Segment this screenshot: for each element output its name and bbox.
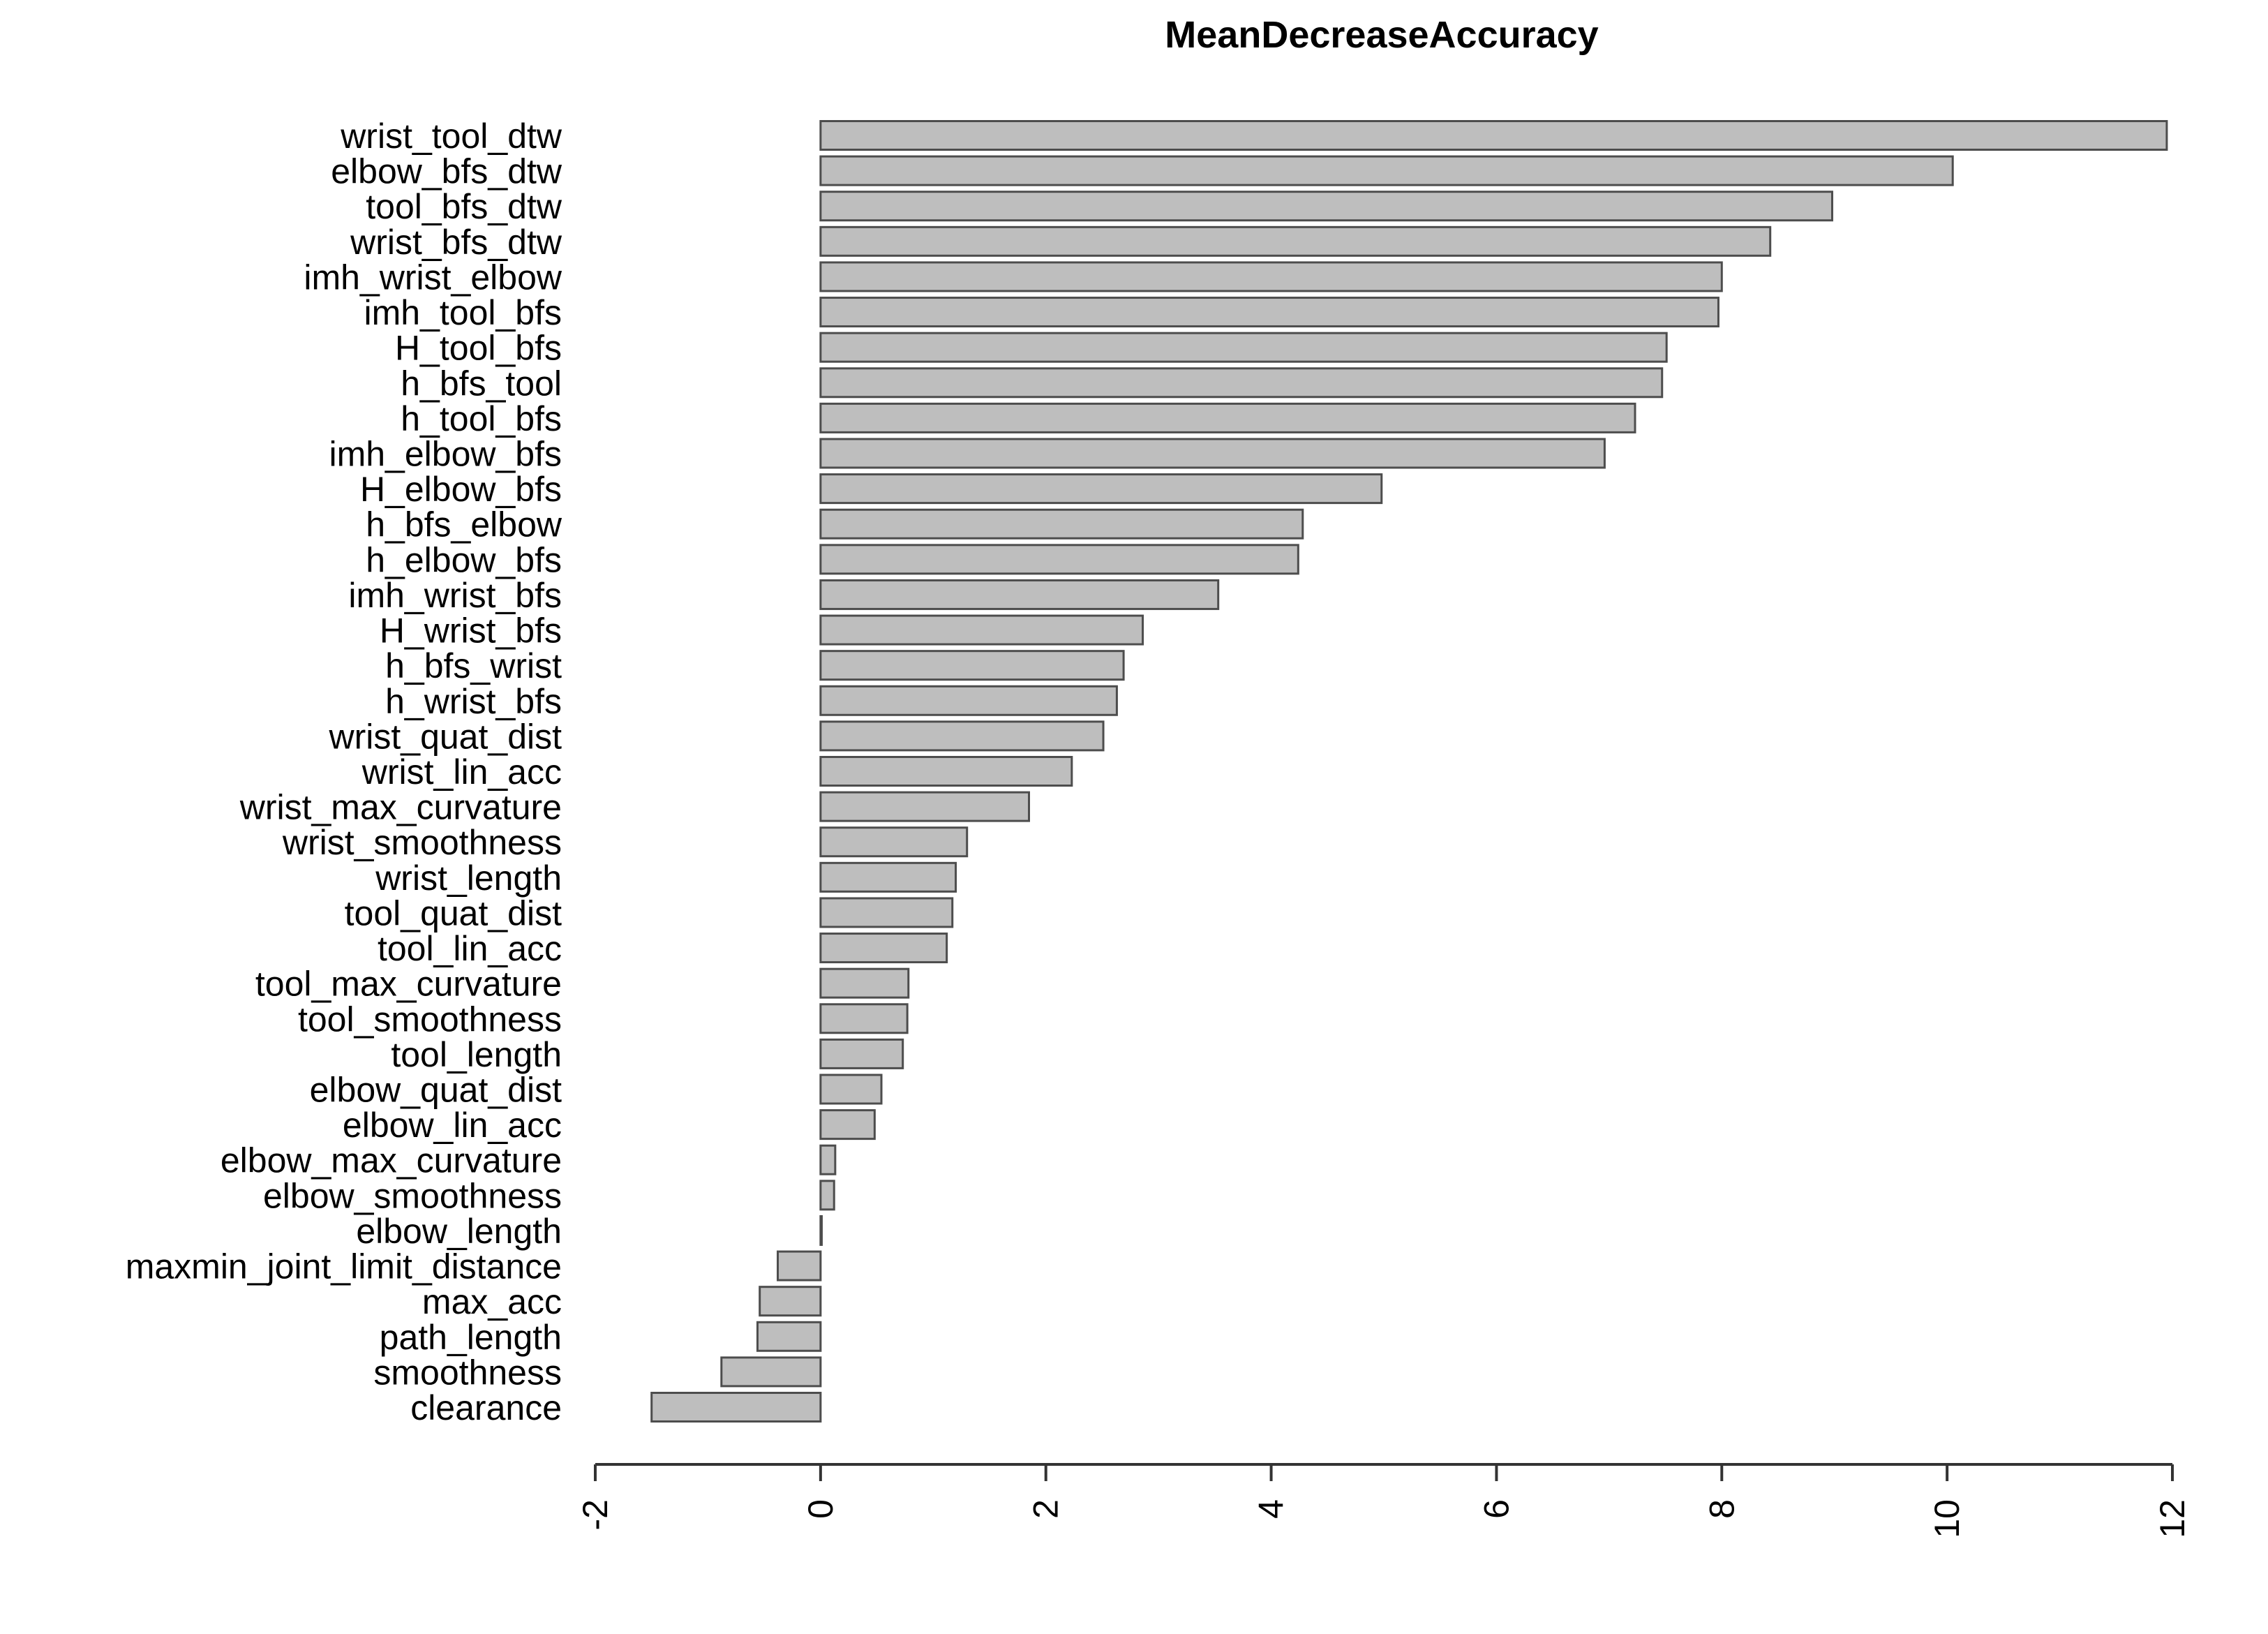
x-tick-label: -2 [576,1499,615,1530]
bar [819,297,1719,328]
category-label: elbow_lin_acc [343,1106,562,1145]
category-label: h_tool_bfs [401,399,562,438]
bar [819,933,948,964]
x-tick-label: 4 [1252,1499,1291,1519]
chart-title: MeanDecreaseAccuracy [1165,14,1598,56]
bar [777,1250,822,1282]
bar [819,191,1833,222]
category-label: wrist_tool_dtw [340,117,562,156]
bar [819,367,1664,399]
bar [819,1144,837,1175]
bar [819,261,1723,292]
category-label: path_length [380,1318,562,1357]
bars-layer [650,120,2168,1423]
bar [819,1074,883,1105]
category-label: wrist_quat_dist [329,717,562,756]
x-tick-label: 12 [2153,1499,2192,1538]
bar [819,155,1954,186]
bar [819,1038,904,1069]
category-label: elbow_quat_dist [310,1071,562,1110]
x-tick-label: 8 [1702,1499,1741,1519]
category-label: wrist_length [375,859,562,898]
bar [819,120,2168,151]
category-label: h_bfs_wrist [385,646,562,685]
category-label: clearance [410,1388,562,1427]
category-label: wrist_max_curvature [239,788,562,827]
bar [819,225,1772,257]
bar [756,1321,822,1352]
category-label: imh_wrist_bfs [348,576,562,615]
category-label: imh_elbow_bfs [329,435,562,474]
category-label: elbow_smoothness [263,1176,562,1215]
bar [819,1109,876,1141]
bar [819,473,1383,505]
category-label: H_tool_bfs [395,329,562,368]
category-label: smoothness [373,1353,562,1392]
bar [819,544,1299,575]
category-label: tool_max_curvature [255,965,562,1004]
x-tick-label: 0 [801,1499,840,1519]
bar [819,1215,823,1246]
category-label: tool_quat_dist [345,893,562,933]
category-label: H_elbow_bfs [360,470,562,509]
bar [819,685,1118,716]
category-labels: wrist_tool_dtwelbow_bfs_dtwtool_bfs_dtww… [126,117,562,1427]
category-label: max_acc [422,1282,562,1321]
bar [819,332,1668,363]
category-label: h_wrist_bfs [385,682,562,721]
bar [819,967,910,999]
category-label: imh_tool_bfs [364,293,562,332]
x-tick-label: 2 [1027,1499,1066,1519]
category-label: h_elbow_bfs [366,540,562,579]
category-label: wrist_lin_acc [361,752,562,792]
category-label: elbow_max_curvature [221,1141,562,1180]
x-axis: -2 0 2 4 6 8 10 12 [576,1463,2192,1538]
bar [819,826,969,858]
category-label: tool_length [391,1035,562,1074]
category-label: wrist_smoothness [282,823,562,862]
bar [819,897,954,928]
category-label: wrist_bfs_dtw [350,223,562,262]
category-label: tool_lin_acc [378,929,562,968]
x-tick-label: 6 [1477,1499,1516,1519]
category-label: h_bfs_tool [401,364,562,403]
x-tick-label: 10 [1927,1499,1967,1538]
category-label: h_bfs_elbow [366,505,562,544]
bar [819,861,957,893]
bar [819,791,1031,822]
bar [819,720,1105,752]
bar [819,756,1073,787]
bar [819,508,1304,540]
bar [650,1392,822,1423]
category-label: imh_wrist_elbow [304,258,562,297]
bar [819,614,1144,646]
category-label: tool_smoothness [298,1000,562,1039]
category-label: elbow_length [356,1212,562,1251]
bar [819,1003,909,1034]
category-label: maxmin_joint_limit_distance [126,1247,562,1286]
category-label: elbow_bfs_dtw [331,152,562,191]
bar [759,1286,822,1317]
category-label: tool_bfs_dtw [366,187,562,226]
bar [819,579,1220,610]
bar [720,1356,822,1388]
category-label: H_wrist_bfs [380,611,562,651]
bar [819,1180,835,1211]
bar [819,402,1636,433]
bar [819,438,1606,469]
bar [819,650,1125,681]
